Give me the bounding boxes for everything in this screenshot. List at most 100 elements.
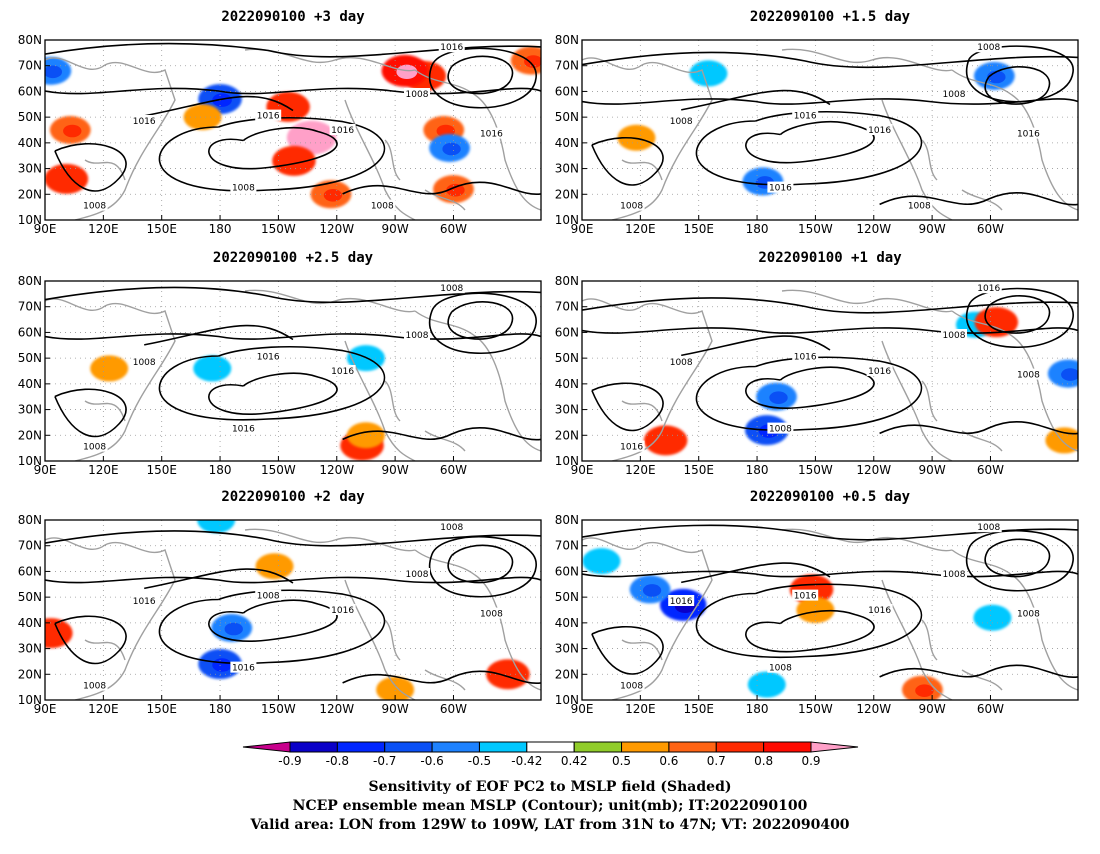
lat-tick-label: 40N xyxy=(18,616,42,630)
contour-label: 1016 xyxy=(868,367,891,377)
lat-tick-label: 10N xyxy=(555,693,579,707)
colorbar-label: 0.8 xyxy=(754,754,773,768)
lat-tick-label: 80N xyxy=(555,33,579,47)
caption-line-2: NCEP ensemble mean MSLP (Contour); unit(… xyxy=(293,798,808,814)
coastline xyxy=(384,619,401,661)
coastline xyxy=(921,139,938,181)
lat-tick-label: 40N xyxy=(18,136,42,150)
mslp-contour xyxy=(144,568,294,590)
mslp-contour xyxy=(144,95,294,117)
lat-tick-label: 60N xyxy=(18,325,42,339)
mslp-contour xyxy=(342,426,541,441)
mslp-contour xyxy=(447,55,514,95)
coastline xyxy=(961,669,1003,691)
colorbar-label: -0.7 xyxy=(373,754,396,768)
lon-tick-label: 90E xyxy=(34,222,57,236)
lat-tick-label: 50N xyxy=(18,590,42,604)
mslp-contour xyxy=(45,530,541,547)
mslp-contour xyxy=(158,589,386,665)
coastline xyxy=(961,189,1003,211)
lon-tick-label: 120W xyxy=(319,702,354,716)
contour-label: 1008 xyxy=(232,184,255,194)
mslp-contour xyxy=(208,599,338,642)
lat-tick-label: 40N xyxy=(555,616,579,630)
lat-tick-label: 10N xyxy=(555,454,579,468)
sensitivity-shading xyxy=(193,355,232,382)
coastline xyxy=(424,189,466,211)
lat-tick-label: 20N xyxy=(18,428,42,442)
mslp-contour xyxy=(879,664,1078,678)
mslp-contour xyxy=(879,420,1078,435)
coastline xyxy=(921,619,938,661)
colorbar-box xyxy=(668,741,717,753)
lon-tick-label: 90W xyxy=(919,702,946,716)
sensitivity-shading xyxy=(255,553,294,580)
colorbar-label: 0.7 xyxy=(707,754,726,768)
colorbar-high-extension xyxy=(810,741,859,753)
sensitivity-shading-core xyxy=(224,622,243,636)
lon-tick-label: 90W xyxy=(919,222,946,236)
mslp-contour xyxy=(45,87,541,95)
mslp-contour xyxy=(695,111,923,186)
lon-tick-label: 180 xyxy=(746,222,769,236)
lon-tick-label: 120W xyxy=(319,222,354,236)
lat-tick-label: 20N xyxy=(555,428,579,442)
colorbar-low-extension xyxy=(242,741,291,753)
mslp-contour xyxy=(984,66,1051,105)
contour-label: 1008 xyxy=(406,570,429,580)
lon-tick-label: 90W xyxy=(382,222,409,236)
lon-tick-label: 150W xyxy=(798,463,833,477)
mslp-contour xyxy=(591,626,664,675)
lon-tick-label: 180 xyxy=(746,463,769,477)
coastline xyxy=(244,528,416,552)
lat-tick-label: 20N xyxy=(555,187,579,201)
colorbar-box xyxy=(526,741,575,753)
lon-tick-label: 150E xyxy=(683,702,714,716)
colorbar-label: 0.42 xyxy=(561,754,588,768)
coastline xyxy=(45,537,176,700)
lat-tick-label: 80N xyxy=(555,274,579,288)
lat-tick-label: 10N xyxy=(18,213,42,227)
contour-label: 1008 xyxy=(670,117,693,127)
contour-label: 1008 xyxy=(1017,371,1040,381)
lat-tick-label: 10N xyxy=(555,213,579,227)
map-panel: 1008 1008 1016 1016 1008 1016 1008 1008 20220901… xyxy=(18,489,542,716)
contour-label: 1008 xyxy=(769,425,792,435)
coastline xyxy=(781,48,953,72)
coastline xyxy=(921,380,938,422)
map-panel: 1008 1008 1008 1016 1016 1016 1008 2022090100 +… xyxy=(18,250,542,477)
coastline xyxy=(424,430,466,452)
colorbar-label: 0.5 xyxy=(612,754,631,768)
map-frame xyxy=(581,519,1079,701)
contour-label: 1016 xyxy=(1017,130,1040,140)
lat-tick-label: 80N xyxy=(18,274,42,288)
mslp-contour xyxy=(591,137,664,186)
lon-tick-label: 150W xyxy=(261,222,296,236)
lat-tick-label: 80N xyxy=(555,513,579,527)
lon-tick-label: 180 xyxy=(209,463,232,477)
lon-tick-label: 60W xyxy=(977,702,1004,716)
lat-tick-label: 40N xyxy=(555,136,579,150)
colorbar: -0.9 -0.8 -0.7 -0.6 -0.5 -0.42 0.42 0.5 0.6 0.7 0.… xyxy=(242,741,859,768)
contour-label: 1016 xyxy=(331,126,354,136)
sensitivity-shading xyxy=(582,548,621,575)
mslp-contour xyxy=(681,335,831,357)
sensitivity-shading-core xyxy=(286,155,306,169)
contour-label: 1016 xyxy=(769,184,792,194)
contour-label: 1016 xyxy=(794,592,817,602)
sensitivity-shading-core xyxy=(45,65,63,79)
map-frame xyxy=(581,39,1079,221)
colorbar-box xyxy=(431,741,480,753)
contour-label: 1008 xyxy=(406,331,429,341)
lat-tick-label: 40N xyxy=(555,377,579,391)
contour-label: 1016 xyxy=(257,112,280,122)
lon-tick-label: 120E xyxy=(625,702,656,716)
contour-label: 1016 xyxy=(868,126,891,136)
contour-label: 1008 xyxy=(440,284,463,294)
sensitivity-shading-core xyxy=(657,434,678,449)
sensitivity-shading-core xyxy=(915,684,934,698)
map-panel: 1016 1008 1016 1008 1016 1016 1008 1016 1008 2022… xyxy=(18,9,542,236)
sensitivity-shading-core xyxy=(524,55,541,68)
lon-tick-label: 120W xyxy=(856,463,891,477)
